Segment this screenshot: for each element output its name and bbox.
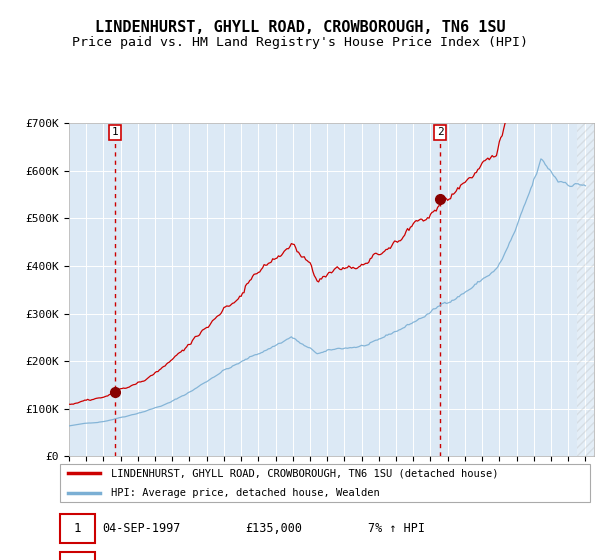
Text: 1: 1 <box>112 127 118 137</box>
Text: LINDENHURST, GHYLL ROAD, CROWBOROUGH, TN6 1SU (detached house): LINDENHURST, GHYLL ROAD, CROWBOROUGH, TN… <box>111 468 498 478</box>
Text: 04-SEP-1997: 04-SEP-1997 <box>103 522 181 535</box>
Text: HPI: Average price, detached house, Wealden: HPI: Average price, detached house, Weal… <box>111 488 379 498</box>
Text: 1: 1 <box>73 522 81 535</box>
FancyBboxPatch shape <box>59 552 95 560</box>
Text: Price paid vs. HM Land Registry's House Price Index (HPI): Price paid vs. HM Land Registry's House … <box>72 36 528 49</box>
Text: £135,000: £135,000 <box>245 522 302 535</box>
Text: LINDENHURST, GHYLL ROAD, CROWBOROUGH, TN6 1SU: LINDENHURST, GHYLL ROAD, CROWBOROUGH, TN… <box>95 20 505 35</box>
Bar <box>577 123 600 456</box>
Text: 2: 2 <box>437 127 443 137</box>
FancyBboxPatch shape <box>59 464 590 502</box>
Text: 7% ↑ HPI: 7% ↑ HPI <box>368 522 425 535</box>
FancyBboxPatch shape <box>59 514 95 543</box>
